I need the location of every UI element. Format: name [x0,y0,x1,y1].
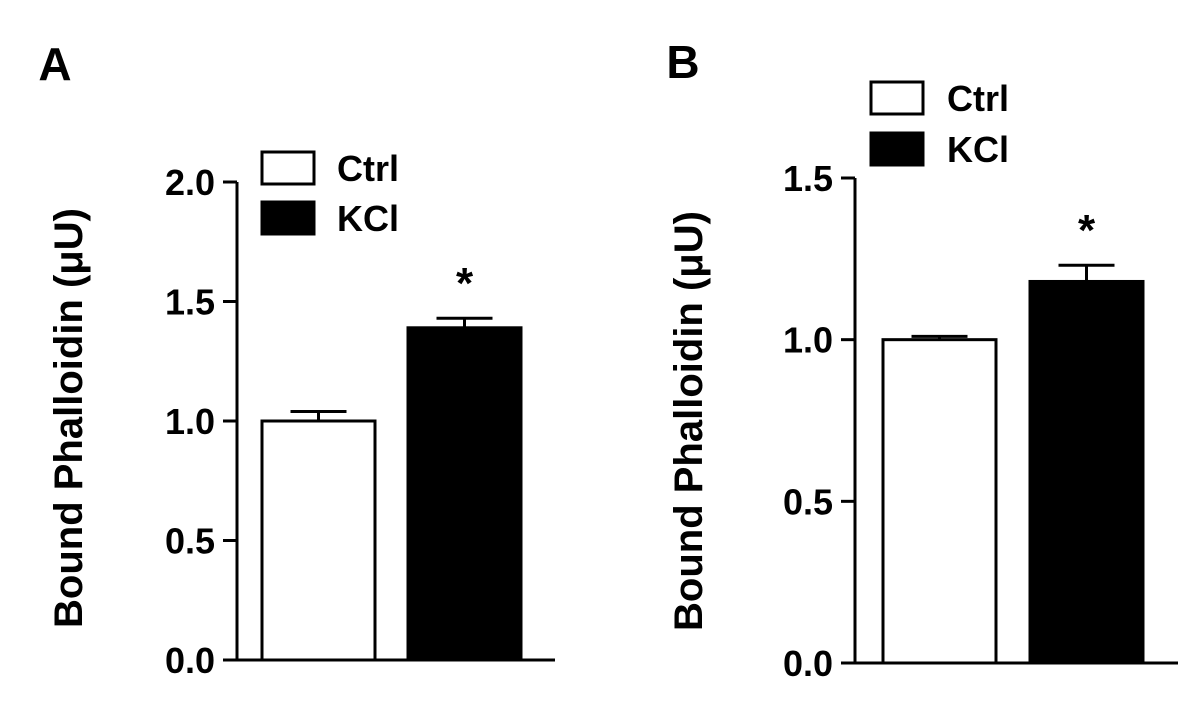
y-tick-label: 0.0 [783,643,833,684]
y-tick-label: 0.5 [165,521,215,562]
legend-swatch-ctrl [260,150,316,186]
bar-kcl [406,326,523,662]
y-tick-label: 2.0 [165,162,215,203]
panel-label: A [38,38,71,90]
legend-swatch-kcl [260,200,316,236]
legend-label-ctrl: Ctrl [947,78,1009,119]
legend-label-kcl: KCl [947,129,1009,170]
y-tick-label: 1.0 [783,320,833,361]
significance-marker: * [456,259,474,308]
chart-panel-b: B Bound Phalloidin (μU) 0.0 0.5 1.0 1.5 * Ctrl K… [666,36,1178,684]
legend-swatch-ctrl [869,80,925,116]
y-tick-label: 0.0 [165,640,215,681]
bar-kcl [1028,279,1145,665]
bar-ctrl [260,419,377,662]
legend-label-ctrl: Ctrl [337,148,399,189]
y-axis-label: Bound Phalloidin (μU) [667,211,711,631]
y-tick-label: 1.5 [165,282,215,323]
bar-ctrl [881,338,998,665]
y-tick-label: 1.0 [165,401,215,442]
y-tick-label: 0.5 [783,481,833,522]
panel-label: B [666,36,699,88]
y-tick-label: 1.5 [783,158,833,199]
y-axis-label: Bound Phalloidin (μU) [47,208,91,628]
legend-label-kcl: KCl [337,198,399,239]
significance-marker: * [1078,206,1096,255]
legend-swatch-kcl [869,131,925,167]
chart-panel-a: A Bound Phalloidin (μU) 0.0 0.5 1.0 1.5 2.0 * Ct… [38,38,555,681]
